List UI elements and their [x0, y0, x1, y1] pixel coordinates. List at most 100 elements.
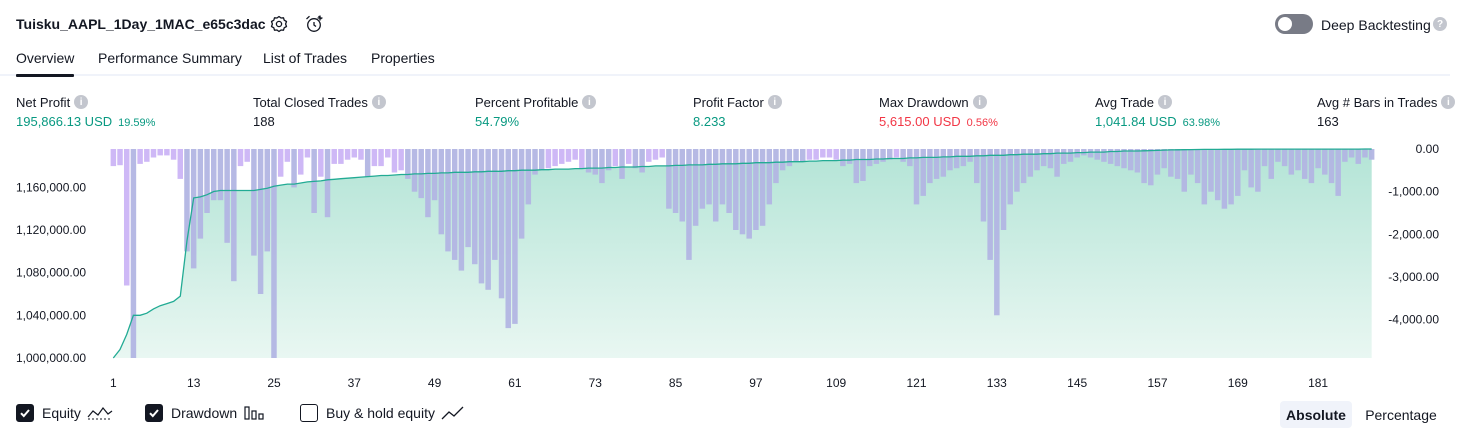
- drawdown-bar: [1301, 149, 1308, 179]
- drawdown-bar: [1034, 149, 1040, 171]
- info-icon[interactable]: i: [1158, 95, 1173, 109]
- drawdown-bar: [987, 149, 993, 260]
- drawdown-bar: [251, 149, 257, 256]
- drawdown-bar: [425, 149, 431, 218]
- metric-label: Net Profit: [16, 94, 71, 110]
- drawdown-bar: [545, 149, 552, 169]
- drawdown-bar: [873, 149, 880, 164]
- info-icon[interactable]: i: [767, 95, 782, 109]
- legend-equity[interactable]: Equity: [16, 404, 113, 422]
- drawdown-bar: [1181, 149, 1187, 192]
- drawdown-bar: [639, 149, 645, 173]
- drawdown-bar: [1148, 149, 1154, 186]
- drawdown-bar: [371, 149, 378, 167]
- drawdown-bar: [492, 149, 498, 260]
- drawdown-bar: [1348, 149, 1355, 158]
- drawdown-bar: [1007, 149, 1013, 205]
- metric-label: Percent Profitable: [475, 94, 579, 110]
- equity-drawdown-chart[interactable]: 1,000,000.00 1,040,000.00 1,080,000.00 1,12…: [0, 140, 1466, 390]
- drawdown-bar: [398, 149, 404, 171]
- drawdown-checkbox[interactable]: [145, 404, 163, 422]
- info-icon[interactable]: i: [74, 95, 89, 109]
- legend-buy-hold[interactable]: Buy & hold equity: [300, 404, 465, 422]
- drawdown-bar: [344, 149, 351, 160]
- drawdown-bar: [994, 149, 1000, 316]
- drawdown-bar: [1261, 149, 1268, 167]
- drawdown-bar: [612, 149, 619, 167]
- gear-icon: [270, 15, 288, 33]
- equity-line-icon: [87, 405, 113, 421]
- drawdown-bar: [391, 149, 398, 173]
- drawdown-bar: [465, 149, 471, 248]
- metric-value: 54.79%: [475, 114, 520, 129]
- drawdown-bar: [1201, 149, 1208, 205]
- right-axis-tick-label: 0.00: [1416, 142, 1440, 156]
- info-icon[interactable]: i: [1441, 95, 1456, 109]
- drawdown-bar: [1248, 149, 1254, 188]
- drawdown-bar: [331, 149, 337, 164]
- drawdown-bar: [1308, 149, 1315, 184]
- drawdown-bar: [137, 149, 143, 164]
- drawdown-bar: [271, 149, 277, 358]
- drawdown-bar: [887, 149, 893, 160]
- absolute-mode-button[interactable]: Absolute: [1280, 401, 1352, 428]
- buy-hold-checkbox[interactable]: [300, 404, 318, 422]
- x-axis-tick-label: 145: [1067, 376, 1087, 390]
- drawdown-bar: [1328, 149, 1335, 184]
- drawdown-bar: [130, 149, 137, 358]
- left-axis-tick-label: 1,160,000.00: [16, 180, 86, 194]
- drawdown-bar: [1141, 149, 1147, 184]
- drawdown-bar: [458, 149, 465, 271]
- tab-properties[interactable]: Properties: [371, 50, 435, 66]
- drawdown-bar: [1020, 149, 1027, 184]
- drawdown-bar: [947, 149, 953, 171]
- drawdown-bar: [1127, 149, 1134, 171]
- drawdown-bar: [585, 149, 592, 173]
- metric-value: 8.233: [693, 114, 726, 129]
- drawdown-bar: [1188, 149, 1194, 175]
- drawdown-bar: [953, 149, 960, 169]
- drawdown-bar: [150, 149, 157, 158]
- percentage-mode-button[interactable]: Percentage: [1365, 406, 1437, 423]
- drawdown-bar: [739, 149, 746, 235]
- tab-overview[interactable]: Overview: [16, 50, 75, 77]
- help-icon[interactable]: ?: [1433, 17, 1447, 31]
- equity-line: [112, 148, 1372, 359]
- drawdown-bar: [498, 149, 505, 299]
- info-icon[interactable]: i: [371, 95, 386, 109]
- drawdown-bar: [277, 149, 284, 177]
- left-axis: 1,000,000.00 1,040,000.00 1,080,000.00 1,12…: [16, 180, 86, 365]
- left-axis-tick-label: 1,120,000.00: [16, 223, 86, 237]
- drawdown-bar: [820, 149, 826, 158]
- drawdown-bar: [625, 149, 632, 164]
- tab-list-of-trades[interactable]: List of Trades: [263, 50, 348, 66]
- drawdown-bar: [351, 149, 358, 158]
- drawdown-bar: [1295, 149, 1301, 171]
- info-icon[interactable]: i: [582, 95, 597, 109]
- drawdown-bar: [1114, 149, 1121, 167]
- add-alert-button[interactable]: [303, 13, 325, 35]
- drawdown-bar: [197, 149, 204, 239]
- deep-backtesting-toggle[interactable]: [1275, 14, 1313, 34]
- metric-total-closed-trades: Total Closed Trades i 188: [253, 94, 386, 130]
- x-axis-tick-label: 97: [749, 376, 763, 390]
- metric-label: Avg Trade: [1095, 94, 1155, 110]
- equity-checkbox[interactable]: [16, 404, 34, 422]
- drawdown-bar: [572, 149, 578, 160]
- drawdown-bar: [933, 149, 940, 179]
- info-icon[interactable]: i: [972, 95, 987, 109]
- drawdown-bar: [666, 149, 672, 209]
- tab-performance-summary[interactable]: Performance Summary: [98, 50, 242, 66]
- drawdown-bar: [960, 149, 967, 167]
- drawdown-bar: [1047, 149, 1054, 169]
- strategy-settings-button[interactable]: [268, 13, 290, 35]
- metric-value: 195,866.13 USD: [16, 114, 113, 129]
- drawdown-bar: [1087, 149, 1094, 158]
- metric-value: 5,615.00 USD: [879, 114, 961, 129]
- drawdown-bar: [1067, 149, 1074, 162]
- drawdown-bar: [659, 149, 665, 158]
- legend-drawdown[interactable]: Drawdown: [145, 404, 265, 422]
- drawdown-bar: [672, 149, 679, 213]
- drawdown-bar: [1168, 149, 1174, 177]
- metric-label: Max Drawdown: [879, 94, 969, 110]
